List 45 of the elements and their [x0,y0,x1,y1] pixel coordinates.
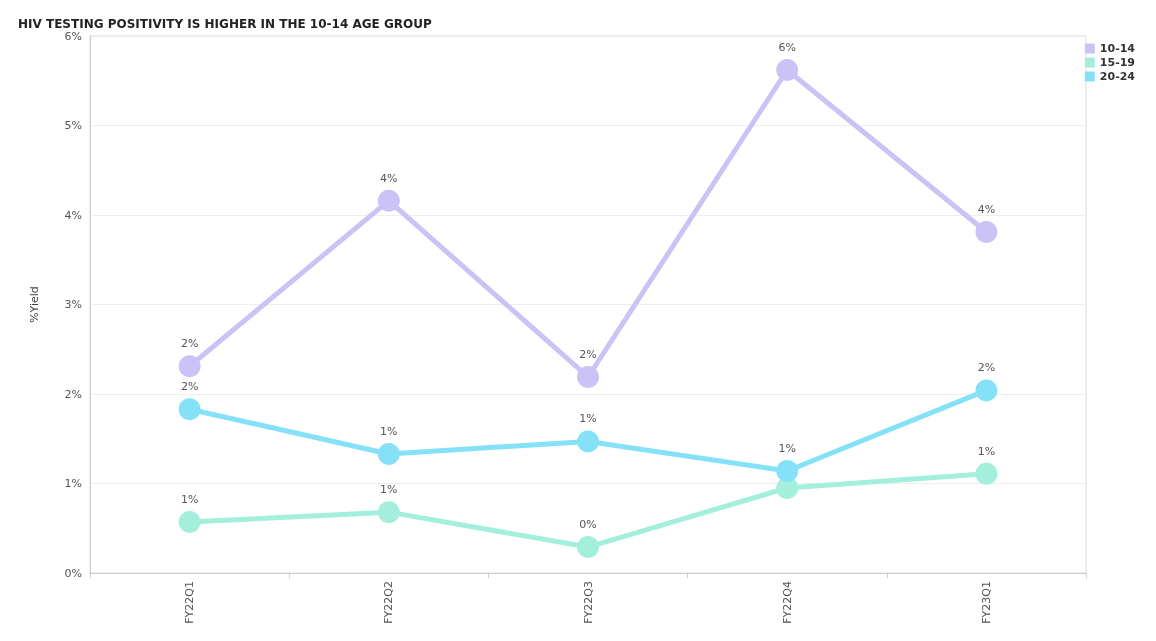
data-label: 2% [180,380,199,394]
data-label: 1% [778,441,796,455]
point [577,366,599,388]
point [975,379,998,402]
point [577,430,599,453]
point [377,501,400,524]
x-tick-label: FY22Q4 [780,581,794,624]
y-tick-label: 3% [64,298,82,311]
point [377,442,400,465]
y-axis-title: %Yield [28,286,41,323]
data-label: 6% [778,41,796,55]
data-label: 0% [579,518,597,532]
y-tick-label: 6% [64,29,82,43]
data-label: 1% [380,483,398,497]
data-label: 2% [180,337,199,351]
y-tick-label: 2% [64,387,82,401]
x-tick-label: FY22Q1 [183,581,197,624]
data-label: 4% [380,171,398,185]
legend-label: 15-19 [1099,56,1136,69]
x-tick-label: FY22Q3 [581,581,595,624]
point [178,510,201,533]
data-label: 1% [977,444,996,458]
data-label: 1% [180,492,199,506]
data-label: 2% [579,347,597,361]
point [178,398,201,421]
point [377,189,400,212]
legend-label: 10-14 [1099,42,1136,55]
point [776,59,799,81]
data-label: 4% [977,203,996,217]
x-tick-label: FY23Q1 [979,581,993,624]
y-tick-label: 5% [64,119,82,132]
chart-title: HIV TESTING POSITIVITY IS HIGHER IN THE 10-14 AGE GROUP [18,17,432,31]
x-tick-label: FY22Q2 [382,581,396,624]
legend-label: 20-24 [1099,70,1136,83]
point [577,536,599,559]
y-tick-label: 1% [64,477,82,490]
point [975,462,998,485]
point [975,221,998,243]
data-label: 2% [977,361,996,375]
point [178,355,201,378]
point [776,459,799,482]
data-label: 1% [579,412,597,426]
y-tick-label: 0% [64,566,82,580]
y-tick-label: 4% [64,208,82,222]
data-label: 1% [380,424,398,438]
